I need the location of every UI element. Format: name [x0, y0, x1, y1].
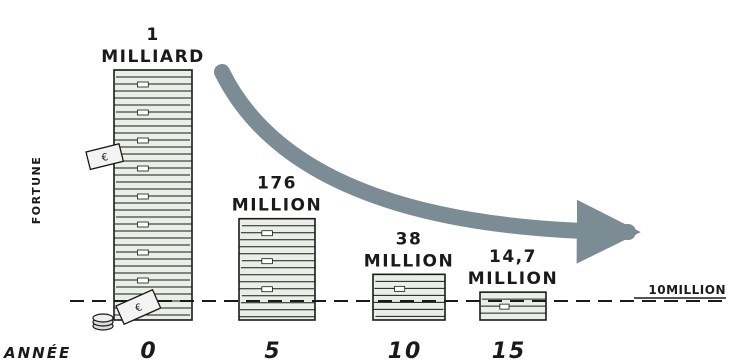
- value-label-10: 38 MILLION: [364, 229, 454, 271]
- bar-15: [479, 291, 547, 321]
- value-labels-group: 1 MILLIARD 176 MILLION 38 MILLION 14,7 MILLION: [101, 25, 558, 289]
- bar-0: [113, 69, 193, 321]
- trend-arrow: [214, 64, 641, 264]
- svg-text:€: €: [101, 152, 110, 164]
- x-tick-label: 0: [140, 339, 157, 364]
- bar-5: [238, 217, 316, 321]
- bill-band: [136, 193, 149, 200]
- value-label-15: 14,7 MILLION: [468, 247, 558, 289]
- bill-band: [136, 109, 149, 116]
- bill-band: [394, 285, 406, 292]
- bill-band: [261, 230, 273, 237]
- bill-band: [136, 81, 149, 88]
- bars-group: [113, 69, 547, 321]
- fallen-bill-icon: €: [115, 288, 162, 326]
- bill-band: [261, 286, 273, 293]
- x-tick-label: 10: [388, 339, 423, 364]
- bill-band: [136, 137, 149, 144]
- x-tick-labels-group: 0 5 10 15: [140, 339, 527, 364]
- coin-stack: [92, 313, 114, 331]
- bar-10: [372, 273, 446, 321]
- euro-bill-icon: €: [85, 142, 125, 171]
- x-tick-label: 5: [264, 339, 281, 364]
- x-axis-title: ANNÉE: [3, 343, 71, 362]
- bill-band: [136, 249, 149, 256]
- bill-band: [136, 165, 149, 172]
- x-tick-label: 15: [492, 339, 527, 364]
- bar-rect: [238, 217, 316, 321]
- reference-line-label: 10MILLION: [648, 283, 726, 297]
- bill-band: [136, 221, 149, 228]
- value-label-5: 176 MILLION: [232, 174, 322, 216]
- bill-band: [499, 303, 510, 310]
- svg-text:€: €: [134, 302, 144, 315]
- y-axis-title: FORTUNE: [30, 156, 43, 225]
- bar-rect: [372, 273, 446, 321]
- bar-rect: [113, 69, 193, 321]
- bill-band: [136, 277, 149, 284]
- value-label-0: 1 MILLIARD: [101, 25, 205, 67]
- bill-band: [261, 258, 273, 265]
